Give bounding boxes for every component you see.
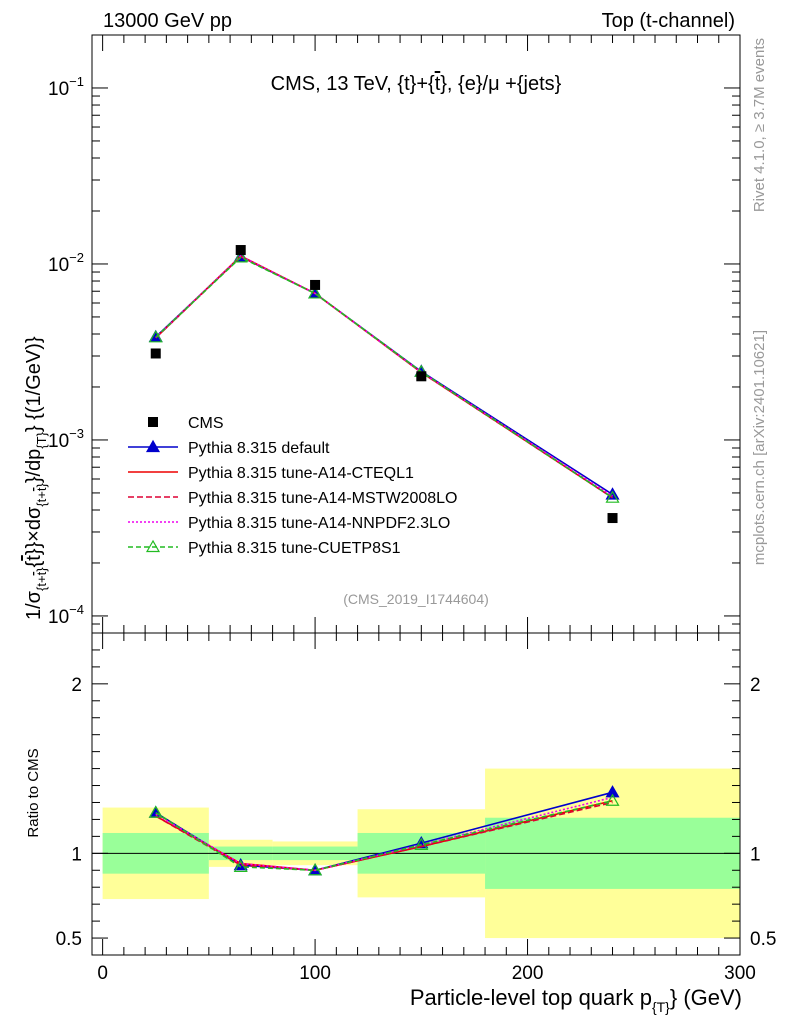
ylabel-subT: {T} (34, 431, 49, 448)
ratio-y-label: Ratio to CMS (25, 748, 42, 837)
ratio-x-tick-label: 0 (97, 963, 108, 984)
site-label: mcplots.cern.ch [arXiv:2401.10621] (751, 330, 768, 565)
legend-label: Pythia 8.315 tune-A14-MSTW2008LO (188, 490, 457, 507)
main-data-points (150, 245, 618, 524)
ratio-y-tick-label-right: 0.5 (750, 929, 776, 950)
main-y-tick-base: 10 (48, 431, 69, 452)
analysis-tag: (CMS_2019_I1744604) (343, 591, 489, 607)
legend-label: Pythia 8.315 tune-A14-NNPDF2.3LO (188, 515, 450, 532)
ratio-series-4-marker (148, 805, 163, 818)
ratio-series-0-marker (605, 785, 620, 798)
ratio-x-tick-label: 200 (512, 963, 544, 984)
ylabel-mid: }}×dσ (23, 506, 45, 555)
ratio-x-ticks: 0 100 200 300 (97, 633, 756, 984)
legend-marker (145, 439, 161, 453)
ratio-y-tick-label-left: 1 (71, 844, 82, 865)
ratio-y-tick-label-right: 2 (750, 675, 761, 696)
main-series-4-marker (308, 286, 323, 299)
ratio-series (148, 785, 620, 876)
ratio-y-tick-label-left: 2 (71, 675, 82, 696)
main-y-tick-base: 10 (48, 79, 69, 100)
ratio-frame (91, 632, 741, 956)
legend-label: Pythia 8.315 tune-CUETP8S1 (188, 540, 401, 557)
main-y-tick-exp: −4 (69, 602, 84, 617)
ylabel-unit: } {(1/GeV)} (23, 336, 45, 432)
xlabel-main: Particle-level top quark p (410, 985, 652, 1010)
xlabel-unit: } (GeV) (670, 985, 742, 1010)
ylabel-tbar2: t (23, 555, 45, 561)
legend-label: CMS (188, 415, 224, 432)
main-y-tick-exp: −3 (69, 426, 84, 441)
ratio-series-4-marker (414, 837, 429, 850)
main-title-part-a: CMS, 13 TeV, {t}+{ (271, 73, 435, 95)
main-series-4-marker (233, 250, 248, 263)
legend-marker (145, 539, 161, 553)
ylabel-sub1: {t+ (34, 575, 49, 591)
ratio-panel: 0.5 0.5 1 1 2 2 0 100 200 300 Ratio to CMS Parti… (25, 632, 776, 1015)
main-y-tick-label: 10−1 (48, 74, 84, 100)
ratio-series-4-marker (308, 863, 323, 876)
ratio-series-4-marker (605, 793, 620, 806)
main-y-tick-base: 10 (48, 255, 69, 276)
y-axis-label-text: 1/σ{t+t}{t}}×dσ{t+t}}/dp{T}} {(1/GeV)} (23, 336, 49, 620)
xlabel-sub: {T} (652, 999, 670, 1015)
main-y-tick-exp: −2 (69, 250, 84, 265)
ratio-x-tick-label: 300 (724, 963, 756, 984)
ylabel-sub2-close: } (34, 483, 49, 488)
header-right: Top (t-channel) (602, 10, 735, 32)
cms-data-point (607, 513, 618, 524)
ratio-y-tick-label-left: 0.5 (56, 929, 82, 950)
ylabel-sub1-tbar: t (34, 571, 49, 575)
header-left: 13000 GeV pp (103, 10, 232, 32)
main-panel: 10−110−210−310−4 CMS, 13 TeV, {t}+{t}, {… (23, 34, 741, 634)
main-series-4-marker (148, 330, 163, 343)
ylabel-frac: 1/σ (23, 590, 45, 620)
ylabel-times: { (23, 560, 45, 567)
main-y-tick-label: 10−4 (48, 602, 84, 628)
main-y-tick-label: 10−2 (48, 250, 84, 276)
main-y-ticks: 10−110−210−310−4 (48, 34, 740, 634)
ratio-y-ticks: 0.5 0.5 1 1 2 2 (56, 649, 776, 950)
ratio-series-3-line (155, 796, 613, 872)
main-title: CMS, 13 TeV, {t}+{t}, {e}/μ +{jets} (271, 73, 562, 95)
main-title-tbar: t (435, 73, 441, 95)
ylabel-sub2-tbar: t (34, 487, 49, 491)
ylabel-sub1-close: } (34, 567, 49, 572)
main-y-tick-base: 10 (48, 607, 69, 628)
ylabel-sub2: {t+ (34, 491, 49, 507)
main-x-ticks (102, 35, 741, 633)
ratio-x-tick-label: 100 (299, 963, 331, 984)
x-axis-label: Particle-level top quark p{T}} (GeV) (410, 985, 742, 1015)
main-y-tick-label: 10−3 (48, 426, 84, 452)
legend-marker-cms (148, 417, 158, 427)
y-axis-label-main: 1/σ{t+t}{t}}×dσ{t+t}}/dp{T}} {(1/GeV)} (23, 336, 49, 620)
main-y-tick-exp: −1 (69, 74, 84, 89)
rivet-label: Rivet 4.1.0, ≥ 3.7M events (751, 38, 768, 212)
main-series (148, 249, 620, 503)
ratio-series-4-marker (233, 859, 248, 872)
main-series-4-marker (605, 490, 620, 503)
cms-data-point (416, 371, 427, 382)
cms-data-point (310, 279, 321, 290)
cms-data-point (235, 245, 246, 256)
legend-label: Pythia 8.315 tune-A14-CTEQL1 (188, 465, 414, 482)
ratio-series-4-line (155, 799, 613, 872)
legend: CMS Pythia 8.315 default Pythia 8.315 tune… (128, 415, 457, 557)
legend-label: Pythia 8.315 default (188, 440, 330, 457)
cms-data-point (150, 348, 161, 359)
ratio-y-tick-label-right: 1 (750, 844, 761, 865)
ylabel-dp: }/dp (23, 449, 45, 483)
main-title-part-b: }, {e}/μ +{jets} (440, 73, 561, 95)
main-series-3-line (155, 255, 613, 497)
